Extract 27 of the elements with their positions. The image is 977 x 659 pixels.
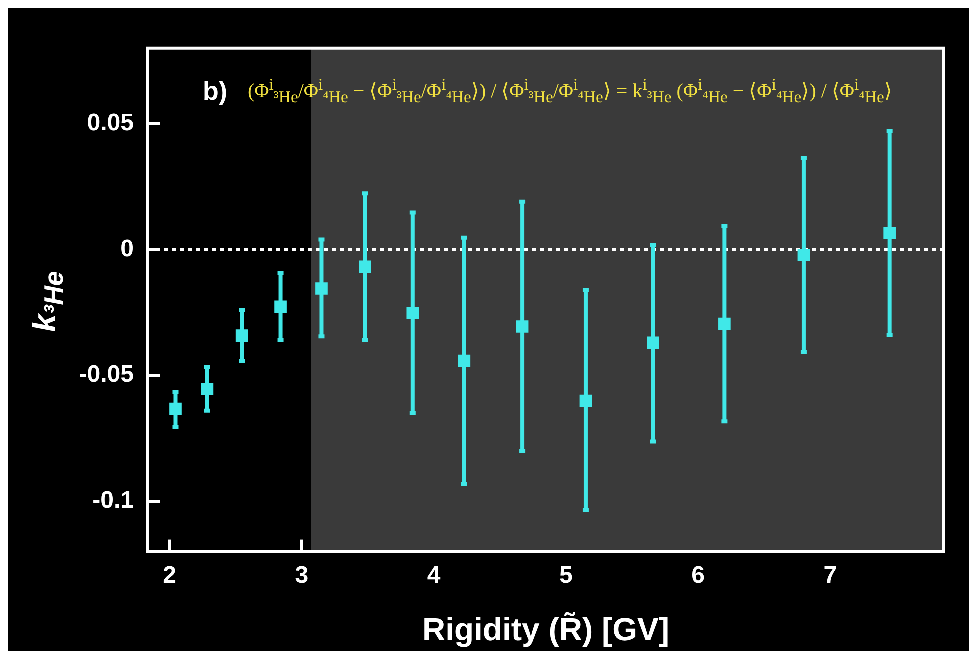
y-tick-label: 0: [120, 235, 134, 262]
x-tick-label: 6: [692, 562, 705, 589]
point: [274, 300, 287, 314]
text: (Φ$^{i}$$_{³He}$/Φ$^{i}$$_{⁴He}$ − ⟨Φ$^{i}$$_{³He}$/Φ$^{i}$$_{⁴He}$⟩) / ⟨Φ$^{i}$$_{³He}$/Φ$^{i}$$_{⁴He}$⟩ = k$^{i}$$_{³He}$ (Φ$^{i}$$_{⁴He}$ − ⟨Φ$^{i}$$_{⁴He}$⟩) / ⟨Φ$^{i}$$_{⁴He}$⟩: [248, 75, 892, 108]
point: [718, 318, 731, 330]
point: [236, 330, 248, 342]
x-axis-title: Rigidity (R̃) [GV]: [422, 612, 670, 648]
point: [316, 282, 328, 295]
point: [201, 383, 214, 396]
x-tick-label: 5: [559, 562, 573, 589]
point: [359, 260, 372, 274]
x-tick-label: 4: [427, 562, 442, 589]
point: [458, 354, 471, 368]
point: [406, 307, 420, 320]
point: [884, 227, 896, 240]
x-tick-label: 3: [295, 562, 309, 589]
y-tick-label: 0.05: [87, 110, 134, 137]
point: [798, 249, 810, 262]
point: [580, 394, 592, 408]
y-tick-label: -0.05: [79, 361, 134, 388]
annotation: b): [203, 76, 228, 108]
point: [647, 336, 660, 350]
point: [516, 320, 529, 333]
x-tick-label: 7: [824, 562, 838, 589]
y-tick-label: -0.1: [92, 487, 134, 514]
point: [170, 402, 182, 416]
x-tick-label: 2: [163, 562, 176, 589]
